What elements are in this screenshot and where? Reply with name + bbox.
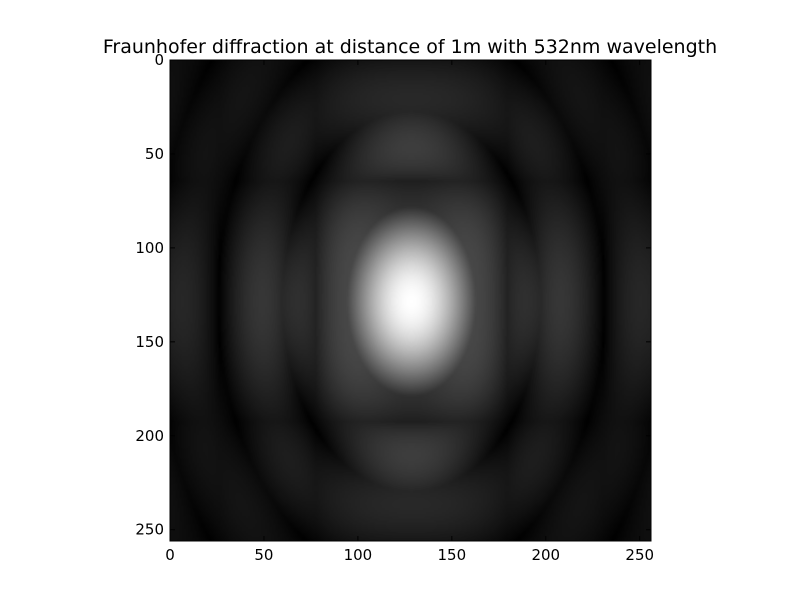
x-tick-label: 250 [625, 546, 654, 564]
y-tick-label: 50 [145, 145, 164, 163]
heatmap-plot-area [169, 59, 652, 542]
chart-title: Fraunhofer diffraction at distance of 1m… [103, 36, 717, 58]
x-tick-label: 150 [438, 546, 467, 564]
x-axis: 0 50 100 150 200 250 [165, 60, 654, 564]
y-tick-label: 150 [135, 333, 164, 351]
x-tick-label: 200 [531, 546, 560, 564]
x-tick-label: 100 [344, 546, 373, 564]
x-tick-label: 0 [165, 546, 175, 564]
plot-frame [169, 59, 652, 542]
y-tick-label: 200 [135, 427, 164, 445]
y-tick-label: 250 [135, 521, 164, 539]
y-axis: 0 50 100 150 200 250 [135, 51, 651, 539]
heatmap-image [170, 60, 651, 541]
x-tick-label: 50 [254, 546, 273, 564]
y-tick-label: 0 [154, 51, 164, 69]
y-tick-label: 100 [135, 239, 164, 257]
